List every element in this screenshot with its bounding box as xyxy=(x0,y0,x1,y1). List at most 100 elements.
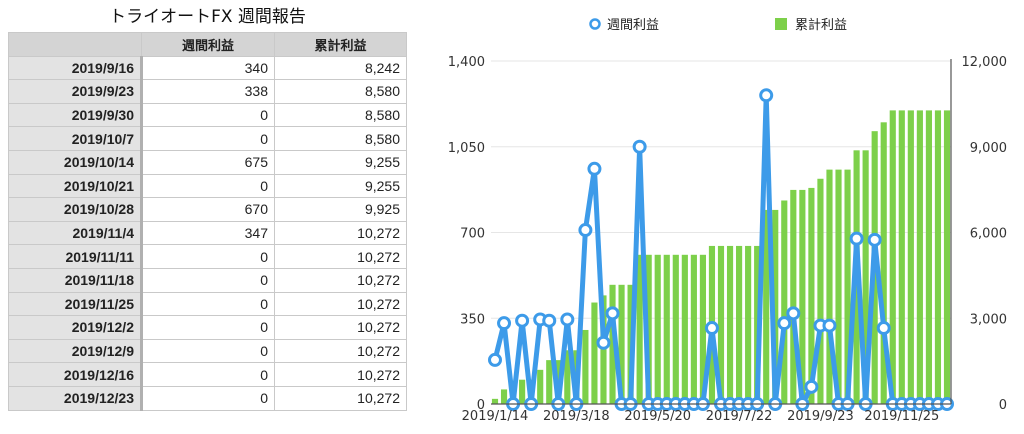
row-weekly-profit: 0 xyxy=(141,291,275,317)
row-cumulative-profit: 10,272 xyxy=(274,385,407,411)
row-weekly-profit: 0 xyxy=(141,244,275,269)
row-date: 2019/11/11 xyxy=(8,244,143,269)
row-cumulative-profit: 10,272 xyxy=(274,220,407,246)
cumulative-bar xyxy=(690,254,697,404)
table-row: 2019/11/4 347 10,272 xyxy=(8,220,407,246)
row-weekly-profit: 0 xyxy=(141,267,275,293)
cumulative-bar xyxy=(736,245,743,404)
row-cumulative-profit: 8,580 xyxy=(274,79,407,104)
weekly-point xyxy=(497,316,512,331)
row-date: 2019/10/7 xyxy=(8,126,143,151)
table-row: 2019/11/18 0 10,272 xyxy=(8,267,407,293)
cumulative-bar xyxy=(654,254,661,404)
x-tick-label: 2019/9/23 xyxy=(787,409,854,424)
cumulative-bar xyxy=(790,189,797,404)
row-cumulative-profit: 9,925 xyxy=(274,197,407,222)
weekly-point xyxy=(488,352,502,367)
y-right-tick-label: 6,000 xyxy=(970,227,1007,242)
row-weekly-profit: 338 xyxy=(141,79,275,104)
cumulative-bar xyxy=(491,398,499,404)
chart-axes: 0 0 350 3,000 700 6,000 1,050 9,000 1,400 12,000 2… xyxy=(448,55,1007,424)
row-weekly-profit: 340 xyxy=(141,55,275,81)
chart-legend: 週間利益 累計利益 xyxy=(589,17,847,33)
row-weekly-profit: 347 xyxy=(141,220,275,246)
weekly-point xyxy=(587,161,602,176)
row-date: 2019/11/4 xyxy=(8,220,143,246)
cumulative-bar xyxy=(943,110,951,404)
table-row: 2019/12/9 0 10,272 xyxy=(8,338,407,364)
cumulative-bar xyxy=(844,169,851,404)
row-date: 2019/12/16 xyxy=(8,362,143,387)
cumulative-bar xyxy=(826,169,833,404)
row-cumulative-profit: 10,272 xyxy=(274,338,407,364)
row-cumulative-profit: 8,580 xyxy=(274,126,407,151)
table-row: 2019/12/2 0 10,272 xyxy=(8,315,407,340)
row-cumulative-profit: 8,242 xyxy=(274,55,407,81)
profit-chart: 週間利益 累計利益 0 0 350 3,000 700 6,000 1,050 9,000 1,… xyxy=(448,17,1007,424)
cumulative-bar xyxy=(763,209,770,404)
weekly-line xyxy=(488,88,954,411)
cumulative-bar xyxy=(880,122,887,404)
table-row: 2019/11/11 0 10,272 xyxy=(8,244,407,269)
table-row: 2019/10/7 0 8,580 xyxy=(8,126,407,151)
weekly-point xyxy=(759,88,774,103)
row-weekly-profit: 0 xyxy=(141,338,275,364)
table-row: 2019/11/25 0 10,272 xyxy=(8,291,407,317)
row-cumulative-profit: 10,272 xyxy=(274,362,407,387)
table-header-row: 週間利益 累計利益 xyxy=(8,32,407,57)
y-left-tick-label: 1,050 xyxy=(448,141,485,156)
row-date: 2019/12/9 xyxy=(8,338,143,364)
table-row: 2019/10/14 675 9,255 xyxy=(8,149,407,175)
row-cumulative-profit: 10,272 xyxy=(274,244,407,269)
y-left-tick-label: 350 xyxy=(460,312,485,327)
cumulative-bar xyxy=(500,389,508,404)
cumulative-bar xyxy=(934,110,942,404)
row-weekly-profit: 670 xyxy=(141,197,275,222)
legend-label-cumulative: 累計利益 xyxy=(795,17,847,33)
row-date: 2019/12/2 xyxy=(8,315,143,340)
weekly-point xyxy=(578,223,593,238)
cumulative-bar xyxy=(817,178,824,404)
cumulative-bar xyxy=(681,254,688,404)
row-cumulative-profit: 10,272 xyxy=(274,267,407,293)
cumulative-bar xyxy=(717,245,725,404)
weekly-point xyxy=(804,379,819,394)
legend-line-marker xyxy=(589,18,601,30)
weekly-point xyxy=(822,318,837,333)
cumulative-bar xyxy=(745,245,752,404)
row-date: 2019/9/30 xyxy=(8,102,143,128)
cumulative-bar xyxy=(699,254,706,404)
row-weekly-profit: 0 xyxy=(141,126,275,151)
cumulative-bar xyxy=(519,379,526,404)
header-corner xyxy=(8,32,142,57)
legend-label-weekly: 週間利益 xyxy=(607,18,659,33)
row-cumulative-profit: 10,272 xyxy=(274,315,407,340)
y-right-tick-label: 0 xyxy=(999,398,1007,413)
row-date: 2019/10/14 xyxy=(8,149,143,175)
x-tick-label: 2019/11/25 xyxy=(864,409,939,424)
weekly-point xyxy=(515,313,530,328)
y-left-tick-label: 1,400 xyxy=(448,55,485,70)
cumulative-bar xyxy=(862,150,869,404)
row-weekly-profit: 0 xyxy=(141,315,275,340)
weekly-point xyxy=(777,316,792,331)
row-date: 2019/12/23 xyxy=(8,385,143,411)
cumulative-bar xyxy=(546,360,553,404)
row-cumulative-profit: 10,272 xyxy=(274,291,407,317)
header-cumulative-profit: 累計利益 xyxy=(274,32,407,57)
cumulative-bar xyxy=(907,110,914,404)
row-weekly-profit: 675 xyxy=(141,149,275,175)
header-weekly-profit: 週間利益 xyxy=(141,32,275,57)
row-weekly-profit: 0 xyxy=(141,102,275,128)
weekly-point xyxy=(632,139,647,154)
cumulative-bar xyxy=(781,200,788,404)
table-row: 2019/12/23 0 10,272 xyxy=(8,385,407,411)
cumulative-bar xyxy=(564,350,571,404)
cumulative-bar xyxy=(645,254,652,404)
row-weekly-profit: 0 xyxy=(141,173,275,199)
table-row: 2019/12/16 0 10,272 xyxy=(8,362,407,387)
x-tick-label: 2019/1/14 xyxy=(462,409,529,424)
cumulative-bar xyxy=(609,284,616,404)
cumulative-bar xyxy=(591,302,598,404)
row-date: 2019/10/28 xyxy=(8,197,143,222)
